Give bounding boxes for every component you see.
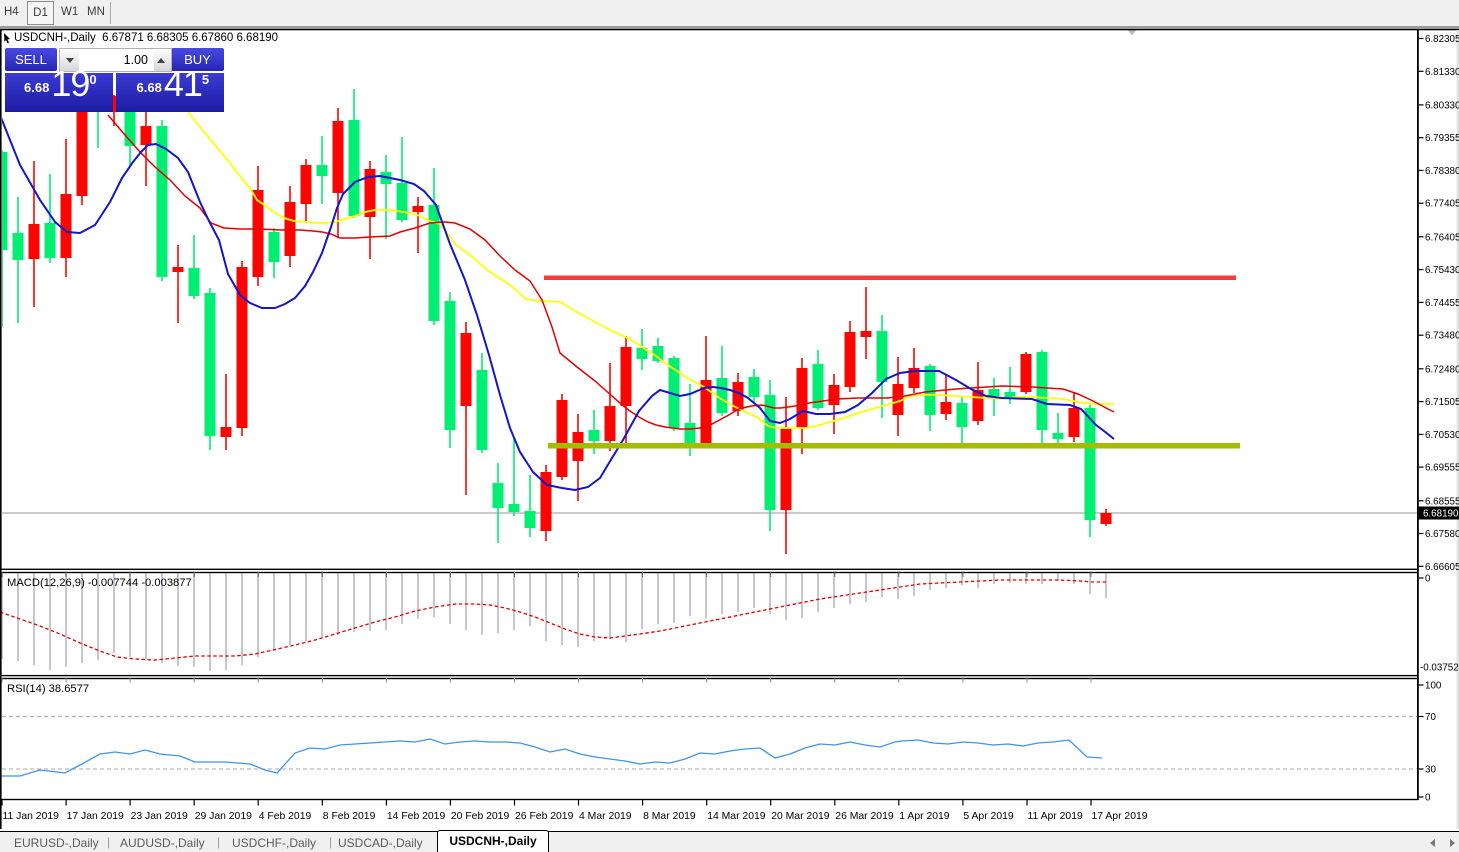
svg-text:6.72480: 6.72480 [1425, 364, 1459, 375]
svg-text:20 Mar 2019: 20 Mar 2019 [771, 811, 830, 822]
svg-text:RSI(14) 38.6577: RSI(14) 38.6577 [7, 683, 89, 695]
svg-text:6.68190: 6.68190 [1423, 509, 1459, 520]
svg-text:6.77405: 6.77405 [1425, 199, 1459, 210]
svg-text:-0.037529: -0.037529 [1420, 663, 1459, 674]
svg-text:23 Jan 2019: 23 Jan 2019 [131, 811, 188, 822]
svg-text:6.74455: 6.74455 [1425, 298, 1459, 309]
svg-text:6.67580: 6.67580 [1425, 529, 1459, 540]
svg-text:MACD(12,26,9) -0.007744 -0.003: MACD(12,26,9) -0.007744 -0.003877 [7, 577, 192, 589]
svg-text:6.73480: 6.73480 [1425, 331, 1459, 342]
svg-text:6.81330: 6.81330 [1425, 67, 1459, 78]
svg-text:11 Jan 2019: 11 Jan 2019 [3, 811, 60, 822]
svg-text:11 Apr 2019: 11 Apr 2019 [1028, 811, 1083, 822]
svg-text:6.68555: 6.68555 [1425, 496, 1459, 507]
svg-text:6.75430: 6.75430 [1425, 265, 1459, 276]
svg-text:4 Mar 2019: 4 Mar 2019 [579, 811, 632, 822]
svg-text:29 Jan 2019: 29 Jan 2019 [195, 811, 252, 822]
svg-text:8 Mar 2019: 8 Mar 2019 [643, 811, 696, 822]
svg-text:17 Apr 2019: 17 Apr 2019 [1092, 811, 1148, 822]
svg-text:6.66605: 6.66605 [1425, 562, 1459, 573]
svg-text:14 Feb 2019: 14 Feb 2019 [387, 811, 446, 822]
svg-text:14 Mar 2019: 14 Mar 2019 [707, 811, 766, 822]
svg-text:70: 70 [1425, 712, 1436, 723]
svg-text:6.76405: 6.76405 [1425, 232, 1459, 243]
svg-text:6.69555: 6.69555 [1425, 463, 1459, 474]
svg-text:30: 30 [1425, 765, 1436, 776]
svg-text:20 Feb 2019: 20 Feb 2019 [451, 811, 510, 822]
svg-text:USDCNH-,Daily 6.67871 6.68305: USDCNH-,Daily 6.67871 6.68305 6.67860 6.… [14, 32, 278, 44]
svg-text:6.80330: 6.80330 [1425, 100, 1459, 111]
svg-text:6.71505: 6.71505 [1425, 397, 1459, 408]
svg-text:26 Feb 2019: 26 Feb 2019 [515, 811, 574, 822]
svg-text:6.70530: 6.70530 [1425, 430, 1459, 441]
svg-text:6.78380: 6.78380 [1425, 166, 1459, 177]
svg-text:6.79355: 6.79355 [1425, 133, 1459, 144]
svg-text:1 Apr 2019: 1 Apr 2019 [899, 811, 949, 822]
svg-text:26 Mar 2019: 26 Mar 2019 [835, 811, 894, 822]
svg-text:17 Jan 2019: 17 Jan 2019 [67, 811, 124, 822]
svg-text:6.82305: 6.82305 [1425, 34, 1459, 45]
svg-text:4 Feb 2019: 4 Feb 2019 [259, 811, 312, 822]
svg-text:0: 0 [1425, 793, 1431, 804]
svg-text:100: 100 [1425, 681, 1442, 692]
svg-text:5 Apr 2019: 5 Apr 2019 [963, 811, 1013, 822]
svg-text:0: 0 [1425, 574, 1431, 585]
svg-text:8 Feb 2019: 8 Feb 2019 [323, 811, 376, 822]
